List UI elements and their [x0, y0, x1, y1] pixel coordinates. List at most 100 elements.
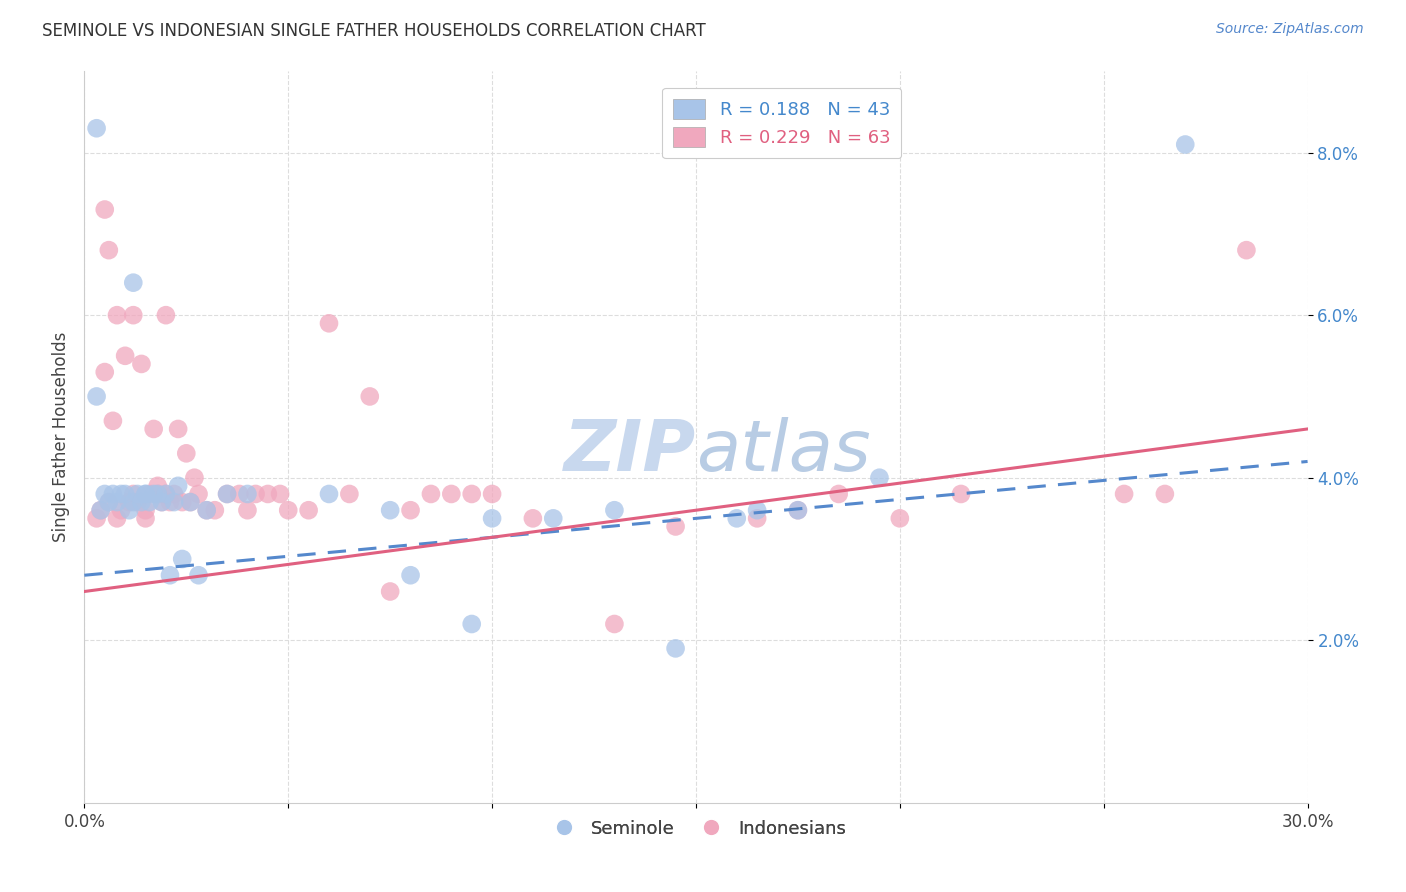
Point [135, 511, 157, 525]
Point [298, 503, 321, 517]
Point [135, 487, 157, 501]
Text: ZIP: ZIP [564, 417, 696, 486]
Point [217, 487, 239, 501]
Point [142, 487, 165, 501]
Point [155, 487, 177, 501]
Point [93, 202, 115, 217]
Point [543, 511, 565, 525]
Point [167, 479, 190, 493]
Y-axis label: Single Father Households: Single Father Households [52, 332, 70, 542]
Point [97, 243, 120, 257]
Point [461, 617, 484, 632]
Point [828, 487, 851, 501]
Point [179, 495, 201, 509]
Point [110, 503, 132, 517]
Point [187, 568, 209, 582]
Point [159, 568, 181, 582]
Point [277, 503, 299, 517]
Point [159, 495, 181, 509]
Point [114, 349, 136, 363]
Point [122, 495, 145, 509]
Point [138, 487, 160, 501]
Point [380, 503, 402, 517]
Point [236, 487, 259, 501]
Point [787, 503, 810, 517]
Point [183, 471, 205, 485]
Text: atlas: atlas [696, 417, 870, 486]
Point [155, 308, 177, 322]
Point [101, 414, 124, 428]
Point [146, 479, 169, 493]
Point [86, 389, 108, 403]
Point [747, 511, 769, 525]
Point [481, 487, 503, 501]
Point [146, 487, 169, 501]
Point [204, 503, 226, 517]
Point [105, 495, 128, 509]
Point [122, 308, 145, 322]
Point [380, 584, 402, 599]
Point [603, 503, 626, 517]
Point [269, 487, 291, 501]
Point [172, 495, 194, 509]
Point [122, 276, 145, 290]
Point [150, 495, 173, 509]
Point [93, 487, 115, 501]
Point [110, 487, 132, 501]
Point [399, 503, 422, 517]
Text: SEMINOLE VS INDONESIAN SINGLE FATHER HOUSEHOLDS CORRELATION CHART: SEMINOLE VS INDONESIAN SINGLE FATHER HOU… [42, 22, 706, 40]
Point [138, 495, 160, 509]
Point [105, 308, 128, 322]
Point [135, 487, 157, 501]
Point [167, 422, 190, 436]
Point [172, 552, 194, 566]
Point [195, 503, 218, 517]
Point [150, 495, 173, 509]
Point [359, 389, 381, 403]
Point [93, 365, 115, 379]
Point [1114, 487, 1136, 501]
Point [122, 487, 145, 501]
Point [174, 446, 197, 460]
Point [179, 495, 201, 509]
Point [889, 511, 911, 525]
Point [228, 487, 250, 501]
Point [1236, 243, 1258, 257]
Point [217, 487, 239, 501]
Point [90, 503, 112, 517]
Point [155, 487, 177, 501]
Point [318, 316, 340, 330]
Point [950, 487, 973, 501]
Point [245, 487, 267, 501]
Point [127, 487, 149, 501]
Point [869, 471, 891, 485]
Point [665, 519, 688, 533]
Point [257, 487, 280, 501]
Legend: Seminole, Indonesians: Seminole, Indonesians [538, 813, 853, 845]
Point [195, 503, 218, 517]
Point [1154, 487, 1177, 501]
Point [118, 495, 141, 509]
Point [101, 487, 124, 501]
Point [461, 487, 484, 501]
Point [118, 503, 141, 517]
Point [522, 511, 544, 525]
Point [725, 511, 748, 525]
Point [97, 495, 120, 509]
Point [187, 487, 209, 501]
Point [97, 495, 120, 509]
Point [1174, 137, 1197, 152]
Point [131, 495, 153, 509]
Point [787, 503, 810, 517]
Point [481, 511, 503, 525]
Point [420, 487, 443, 501]
Point [747, 503, 769, 517]
Point [399, 568, 422, 582]
Point [665, 641, 688, 656]
Point [86, 121, 108, 136]
Point [440, 487, 463, 501]
Point [131, 357, 153, 371]
Point [135, 503, 157, 517]
Point [339, 487, 361, 501]
Point [105, 511, 128, 525]
